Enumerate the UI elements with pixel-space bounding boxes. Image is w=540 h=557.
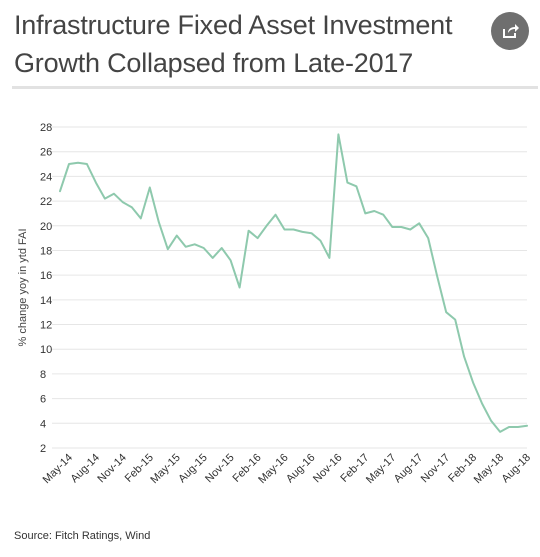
x-tick-label: May-17 xyxy=(364,452,398,486)
y-tick-label: 6 xyxy=(40,394,46,406)
x-tick-label: May-14 xyxy=(41,452,75,486)
x-tick-label: Nov-16 xyxy=(311,452,345,486)
source-note: Source: Fitch Ratings, Wind xyxy=(14,530,151,542)
chart-title: Infrastructure Fixed Asset Investment Gr… xyxy=(14,6,484,82)
y-tick-label: 2 xyxy=(40,443,46,455)
y-tick-label: 10 xyxy=(40,344,52,356)
y-tick-label: 4 xyxy=(40,418,46,430)
x-tick-label: Nov-15 xyxy=(203,452,237,486)
y-tick-label: 12 xyxy=(40,320,52,332)
chart-area: 2 4 6 8 10 12 14 16 18 20 22 24 26 28% change yoy in … xyxy=(0,92,540,527)
x-tick-label: May-18 xyxy=(472,452,506,486)
title-divider xyxy=(12,86,538,89)
y-tick-label: 8 xyxy=(40,369,46,381)
x-tick-label: May-16 xyxy=(256,452,290,486)
series-line xyxy=(59,133,528,433)
x-tick-label: Aug-17 xyxy=(392,452,426,486)
y-tick-label: 16 xyxy=(40,270,52,282)
share-icon xyxy=(503,24,519,38)
y-tick-label: 22 xyxy=(40,196,52,208)
x-tick-label: Nov-14 xyxy=(95,452,129,486)
x-tick-label: Aug-16 xyxy=(284,452,318,486)
title-line-2: Growth Collapsed from Late-2017 xyxy=(14,48,414,78)
y-tick-label: 20 xyxy=(40,221,52,233)
y-axis-label: % change yoy in ytd FAI xyxy=(17,228,29,346)
title-line-1: Infrastructure Fixed Asset Investment xyxy=(14,10,453,40)
x-tick-label: Aug-18 xyxy=(500,452,534,486)
y-tick-label: 26 xyxy=(40,147,52,159)
y-tick-label: 24 xyxy=(40,171,52,183)
y-tick-label: 28 xyxy=(40,122,52,134)
x-tick-label: Aug-14 xyxy=(68,452,102,486)
y-tick-label: 14 xyxy=(40,295,52,307)
x-tick-label: May-15 xyxy=(148,452,182,486)
x-tick-label: Nov-17 xyxy=(419,452,453,486)
share-button[interactable] xyxy=(491,12,529,50)
x-tick-label: Aug-15 xyxy=(176,452,210,486)
y-tick-label: 18 xyxy=(40,245,52,257)
